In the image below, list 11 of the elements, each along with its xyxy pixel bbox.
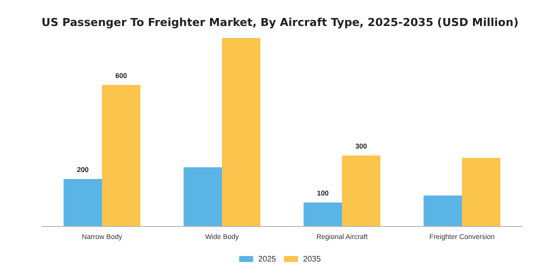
bar (102, 85, 140, 226)
bar (342, 156, 380, 226)
bar (462, 158, 500, 226)
bar (304, 202, 342, 226)
legend-label: 2035 (303, 254, 322, 264)
bar (424, 195, 462, 226)
bar (64, 179, 102, 226)
bar (184, 167, 222, 226)
legend-label: 2025 (258, 254, 277, 264)
chart-title: US Passenger To Freighter Market, By Aircraft Type, 2025-2035 (USD Million) (42, 16, 518, 29)
bar (222, 38, 260, 226)
